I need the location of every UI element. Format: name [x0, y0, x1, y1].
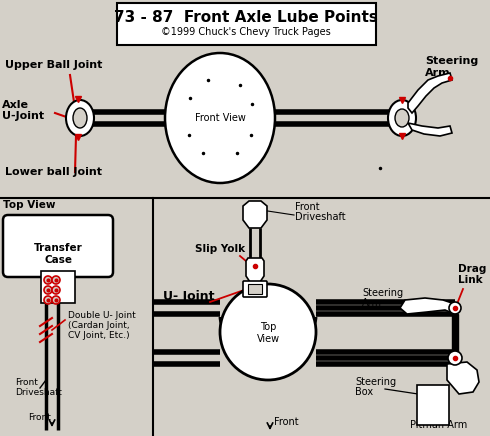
Text: Box: Box — [355, 387, 373, 397]
Circle shape — [449, 302, 461, 314]
Text: View: View — [256, 334, 280, 344]
Polygon shape — [400, 298, 455, 314]
Polygon shape — [447, 362, 479, 394]
Text: Slip Yolk: Slip Yolk — [195, 244, 245, 254]
Circle shape — [220, 284, 316, 380]
Circle shape — [52, 296, 60, 304]
Text: Pitman Arm: Pitman Arm — [410, 420, 467, 430]
Text: Upper Ball Joint: Upper Ball Joint — [5, 60, 102, 70]
Text: Driveshaft: Driveshaft — [295, 212, 345, 222]
Ellipse shape — [165, 53, 275, 183]
Text: Arm: Arm — [425, 68, 451, 78]
FancyBboxPatch shape — [117, 3, 376, 45]
Text: Link: Link — [458, 275, 483, 285]
Circle shape — [52, 286, 60, 294]
PathPatch shape — [408, 73, 452, 113]
Text: Steering: Steering — [355, 377, 396, 387]
Text: Case: Case — [44, 255, 72, 265]
Text: (Cardan Joint,: (Cardan Joint, — [68, 321, 130, 330]
Text: Transfer: Transfer — [34, 243, 82, 253]
Ellipse shape — [66, 100, 94, 136]
Text: Top View: Top View — [3, 200, 55, 210]
Polygon shape — [246, 258, 264, 282]
Text: Double U- Joint: Double U- Joint — [68, 311, 136, 320]
Polygon shape — [452, 314, 458, 358]
Polygon shape — [243, 201, 267, 228]
Ellipse shape — [388, 100, 416, 136]
Text: Steering: Steering — [425, 56, 478, 66]
PathPatch shape — [408, 123, 452, 136]
Text: U-Joint: U-Joint — [2, 111, 44, 121]
Text: Front: Front — [28, 413, 51, 422]
Text: Front: Front — [295, 202, 319, 212]
Text: Lower ball Joint: Lower ball Joint — [5, 167, 102, 177]
Polygon shape — [248, 284, 262, 294]
FancyBboxPatch shape — [243, 281, 267, 297]
Circle shape — [52, 276, 60, 284]
Text: ©1999 Chuck's Chevy Truck Pages: ©1999 Chuck's Chevy Truck Pages — [161, 27, 331, 37]
Circle shape — [44, 276, 52, 284]
Text: Drag: Drag — [458, 264, 487, 274]
Text: Arm: Arm — [362, 298, 382, 308]
Text: Top: Top — [260, 322, 276, 332]
Text: U- Joint: U- Joint — [163, 290, 215, 303]
Text: Steering: Steering — [362, 288, 403, 298]
FancyBboxPatch shape — [3, 215, 113, 277]
Circle shape — [448, 351, 462, 365]
Text: Front: Front — [274, 417, 298, 427]
Text: Driveshaft: Driveshaft — [15, 388, 62, 397]
Circle shape — [44, 296, 52, 304]
FancyBboxPatch shape — [41, 271, 75, 303]
Text: Axle: Axle — [2, 100, 29, 110]
Circle shape — [44, 286, 52, 294]
Text: 73 - 87  Front Axle Lube Points: 73 - 87 Front Axle Lube Points — [114, 10, 378, 24]
FancyBboxPatch shape — [417, 385, 449, 425]
Text: Front View: Front View — [195, 113, 245, 123]
Ellipse shape — [395, 109, 409, 127]
Ellipse shape — [73, 108, 87, 128]
Text: CV Joint, Etc.): CV Joint, Etc.) — [68, 331, 130, 340]
Text: Front: Front — [15, 378, 38, 387]
